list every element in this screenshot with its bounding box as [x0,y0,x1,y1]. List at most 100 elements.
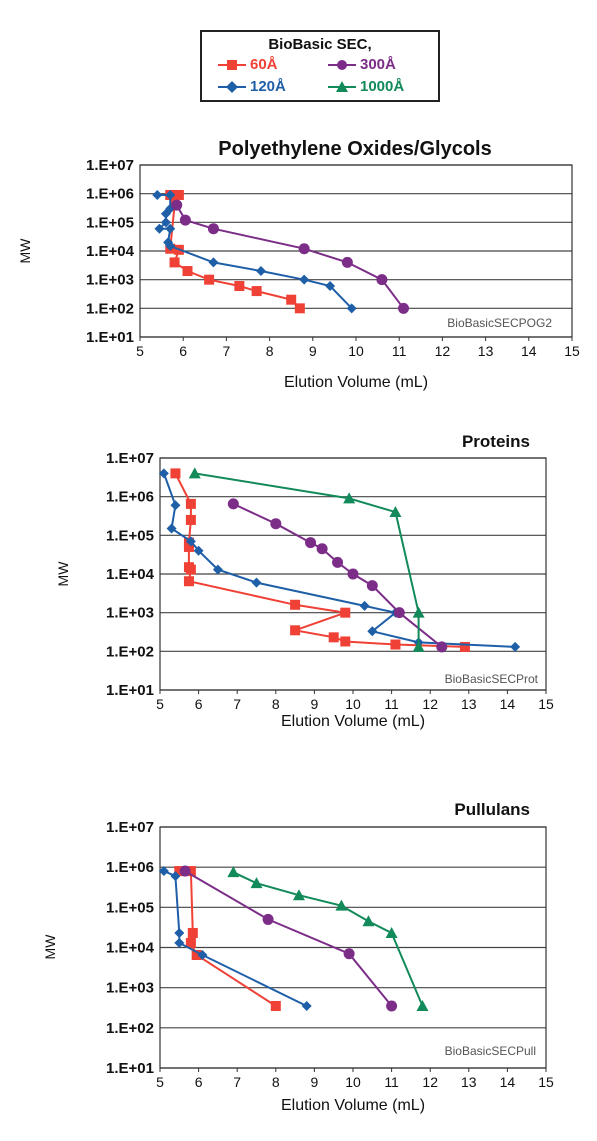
series-line-60 [174,472,465,648]
y-tick-label: 1.E+06 [106,859,154,876]
legend-marker-square-icon [218,60,246,70]
data-point-300 [398,302,410,314]
data-point-300 [179,214,191,226]
y-tick-label: 1.E+05 [86,214,134,231]
legend-label-120a: 120Å [250,78,286,95]
legend: BioBasic SEC, 60Å 300Å 120Å 1000Å [200,30,440,102]
data-point-120 [359,600,370,611]
data-point-1000 [385,926,398,938]
x-tick-label: 12 [435,343,451,359]
y-tick-label: 1.E+07 [106,819,154,836]
data-point-120 [160,208,171,219]
data-point-1000 [412,640,425,652]
data-point-120 [170,871,181,882]
data-point-120 [197,950,208,961]
data-point-300 [436,641,448,653]
data-point-120 [165,223,176,234]
data-point-120 [170,500,181,511]
legend-marker-triangle-icon [328,81,356,92]
data-point-1000 [412,606,425,618]
x-tick-label: 7 [233,1074,241,1090]
data-point-300 [386,1000,398,1012]
chart-watermark: BioBasicSECPOG2 [447,316,552,330]
data-point-120 [255,266,266,277]
chart-watermark: BioBasicSECProt [445,672,539,686]
legend-label-60a: 60Å [250,56,278,73]
chart-polyethylene-oxides: 1.E+01 1.E+02 1.E+03 1.E+04 1.E+05 1.E+06 1.E+… [17,138,580,391]
y-axis-label: MW [17,238,33,264]
data-point-60 [185,564,196,575]
data-point-60 [185,514,196,525]
data-point-60 [290,599,301,610]
series-line-1000 [232,871,424,1007]
y-tick-label: 1.E+07 [86,157,134,174]
data-point-300 [316,543,328,555]
data-point-120 [325,281,336,292]
data-point-60 [185,866,196,877]
data-point-60 [183,576,194,587]
data-point-120 [163,237,174,248]
x-tick-label: 15 [538,696,554,712]
data-point-120 [165,240,176,251]
x-tick-label: 8 [272,696,280,712]
y-tick-label: 1.E+01 [106,1060,154,1077]
data-point-120 [185,536,196,547]
data-point-300 [347,568,359,580]
data-point-120 [152,189,163,200]
data-point-300 [207,223,219,235]
data-point-300 [343,948,355,960]
legend-label-1000a: 1000Å [360,78,405,95]
data-point-1000 [362,915,375,927]
x-tick-label: 14 [521,343,537,359]
data-point-120 [174,937,185,948]
x-tick-label: 11 [392,343,407,359]
x-tick-label: 9 [309,343,317,359]
data-point-300 [270,518,282,530]
x-tick-label: 13 [461,696,477,712]
data-point-300 [179,865,191,877]
x-tick-label: 6 [195,1074,203,1090]
chart-title: Polyethylene Oxides/Glycols [218,138,491,160]
legend-label-300a: 300Å [360,56,396,73]
data-point-300 [298,243,310,255]
x-tick-label: 5 [136,343,144,359]
y-tick-label: 1.E+07 [106,450,154,467]
series-line-300 [175,204,405,309]
legend-marker-circle-icon [328,60,356,70]
x-tick-label: 14 [500,1074,516,1090]
x-tick-label: 8 [272,1074,280,1090]
y-tick-label: 1.E+01 [86,329,134,346]
x-tick-label: 7 [223,343,231,359]
chart-proteins: 1.E+01 1.E+02 1.E+03 1.E+04 1.E+05 1.E+06 1.E+… [55,432,554,730]
data-point-120 [301,1000,312,1011]
data-point-300 [341,256,353,268]
data-point-60 [251,286,262,297]
data-point-60 [286,294,297,305]
chart-pullulans: 1.E+01 1.E+02 1.E+03 1.E+04 1.E+05 1.E+06 1.E+… [42,800,554,1114]
data-point-300 [262,913,274,925]
data-point-120 [158,468,169,479]
x-tick-label: 12 [422,1074,438,1090]
y-tick-label: 1.E+02 [106,643,154,660]
y-tick-label: 1.E+05 [106,527,154,544]
x-tick-label: 13 [461,1074,477,1090]
data-point-60 [270,1000,281,1011]
x-tick-label: 13 [478,343,494,359]
x-tick-label: 5 [156,696,164,712]
x-tick-label: 10 [348,343,364,359]
data-point-60 [182,266,193,277]
x-tick-label: 6 [195,696,203,712]
data-point-120 [299,274,310,285]
y-tick-label: 1.E+04 [86,243,135,260]
data-point-300 [305,537,317,549]
data-point-60 [191,950,202,961]
data-point-60 [290,625,301,636]
data-point-120 [193,545,204,556]
data-point-1000 [227,866,240,878]
data-point-60 [459,641,470,652]
y-tick-label: 1.E+06 [106,489,154,506]
data-point-120 [367,626,378,637]
x-tick-label: 5 [156,1074,164,1090]
x-tick-label: 7 [233,696,241,712]
data-point-300 [171,199,183,211]
